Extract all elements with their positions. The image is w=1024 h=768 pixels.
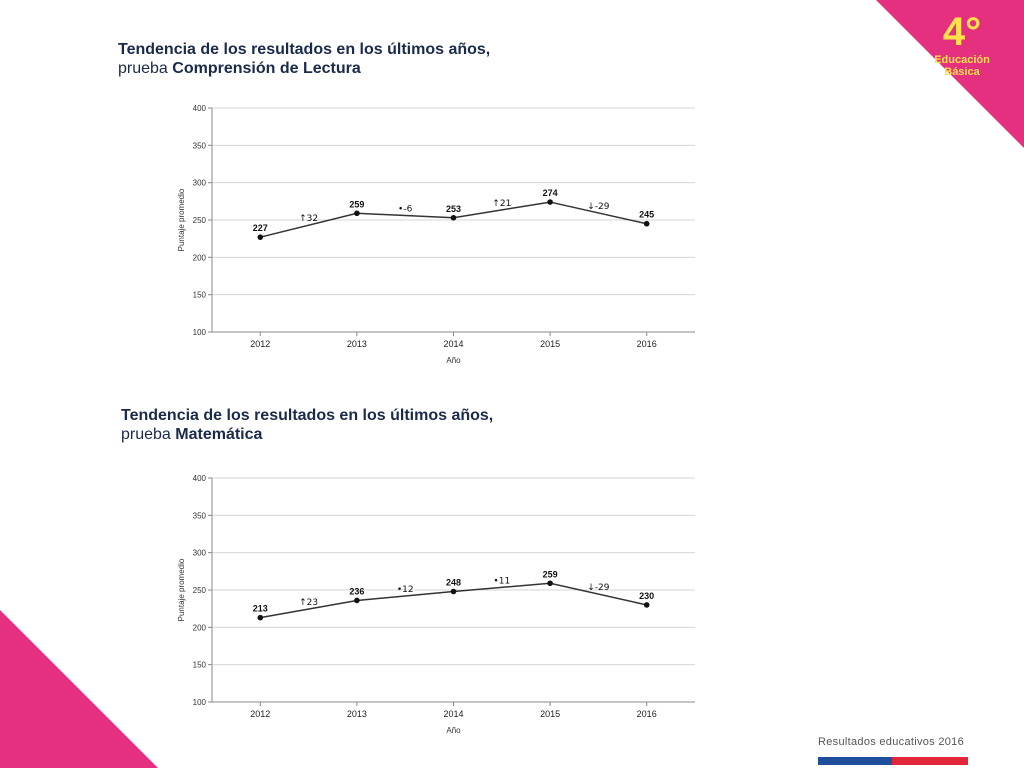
x-tick-label: 2012 [250,339,270,349]
data-point [643,220,650,227]
x-axis-label: Año [446,356,461,365]
x-tick-label: 2015 [540,339,560,349]
change-label: ↑32 [299,214,318,224]
y-tick-label: 400 [193,104,207,113]
change-label: •12 [397,585,414,595]
y-tick-label: 300 [193,549,207,558]
data-label: 274 [543,188,558,198]
chart-title-line2: prueba Matemática [121,426,262,443]
chart-matematica: 100 150 200 250 300 350 400 2012 2013 2014 2015 201… [160,466,720,746]
data-point [547,199,553,205]
y-tick-label: 200 [193,253,207,262]
data-label: 213 [253,604,268,614]
line-chart-matematica: 100 150 200 250 300 350 400 2012 2013 2014 2015 201… [177,474,695,735]
chart-title-line1: Tendencia de los resultados en los últim… [121,407,494,424]
chart-title-subject: Matemática [175,426,263,443]
data-label: 259 [543,569,558,579]
x-tick-label: 2016 [637,709,657,719]
y-tick-label: 350 [193,141,207,150]
data-point [450,588,457,595]
change-label: ↑23 [299,598,318,608]
data-point [547,580,553,587]
y-tick-label: 100 [193,328,207,337]
change-label: ↓-29 [587,202,610,212]
data-point [354,597,360,604]
x-tick-label: 2014 [443,339,463,349]
chart-title-line1: Tendencia de los resultados en los últim… [118,41,491,58]
footer-text: Resultados educativos 2016 [818,736,965,748]
chart-title-matematica: Tendencia de los resultados en los últim… [121,406,493,444]
footer-bar-blue [818,757,892,765]
change-label: •-6 [398,205,413,215]
grade-level-line2: Básica [944,66,980,78]
y-axis-label: Puntaje promedio [177,188,186,251]
y-tick-label: 200 [193,623,207,632]
x-axis-label: Año [446,726,461,735]
grade-level-line1: Educación [934,54,990,66]
data-label: 230 [639,591,654,601]
data-point [257,234,264,240]
chart-lectura: 100 150 200 250 300 350 400 2012 2013 2014 2015 201… [160,96,720,376]
corner-decoration-top-right [876,0,1024,148]
chart-title-line2: prueba Comprensión de Lectura [118,60,361,77]
y-tick-label: 350 [193,511,207,520]
data-label: 245 [639,210,654,220]
y-tick-label: 250 [193,216,207,225]
y-axis-label: Puntaje promedio [177,558,186,621]
change-label: •11 [493,576,510,586]
data-point [450,214,457,221]
x-tick-label: 2013 [347,709,367,719]
y-tick-label: 150 [193,661,207,670]
data-point [257,614,264,621]
chart-title-prefix: prueba [118,60,173,77]
chart-title-subject: Comprensión de Lectura [172,60,361,77]
x-tick-label: 2012 [250,709,270,719]
data-label: 236 [349,586,364,596]
corner-decoration-bottom-left [0,610,158,768]
data-label: 253 [446,204,461,214]
grade-badge: 4° Educación Básica [912,10,1012,78]
change-label: ↑21 [492,199,511,209]
x-tick-label: 2016 [637,339,657,349]
x-tick-label: 2015 [540,709,560,719]
data-point [354,210,360,217]
y-tick-label: 250 [193,586,207,595]
change-label: ↓-29 [587,583,610,593]
data-label: 248 [446,577,461,587]
data-point [643,602,650,608]
y-tick-label: 100 [193,698,207,707]
data-label: 227 [253,223,268,233]
y-tick-label: 300 [193,179,207,188]
data-label: 259 [349,199,364,209]
y-tick-label: 400 [193,474,207,483]
chart-title-lectura: Tendencia de los resultados en los últim… [118,40,490,78]
x-tick-label: 2013 [347,339,367,349]
footer-bar-red [892,757,968,765]
x-tick-label: 2014 [443,709,463,719]
chart-title-prefix: prueba [121,426,176,443]
y-tick-label: 150 [193,291,207,300]
grade-number: 4° [942,10,982,54]
line-chart-lectura: 100 150 200 250 300 350 400 2012 2013 2014 2015 201… [177,104,695,365]
